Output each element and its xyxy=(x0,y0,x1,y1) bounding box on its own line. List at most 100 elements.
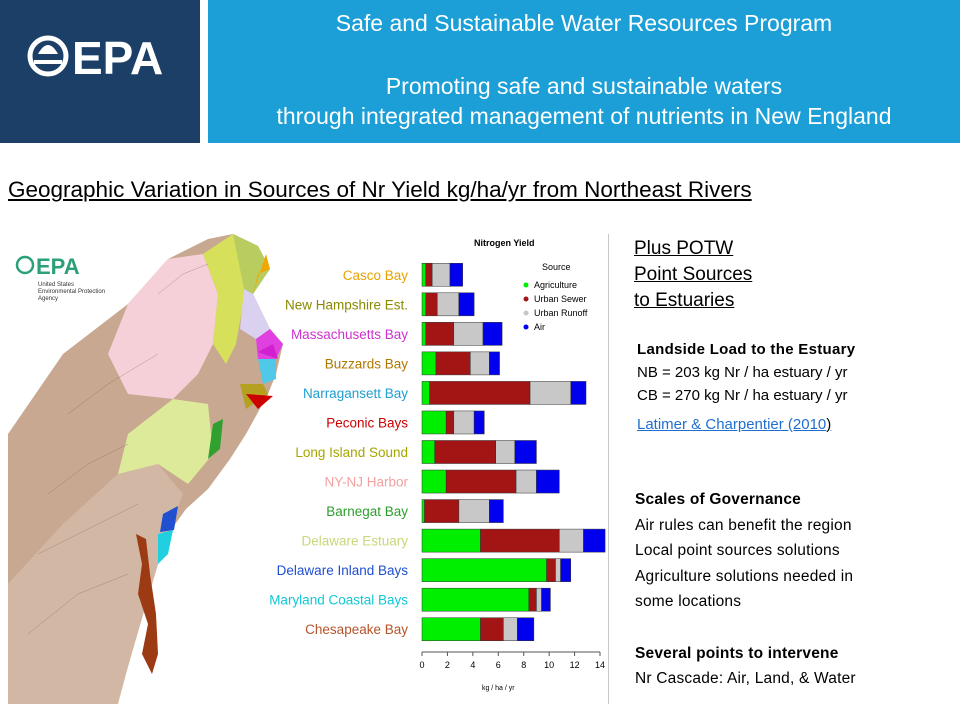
landside-nb: NB = 203 kg Nr / ha estuary / yr xyxy=(637,364,848,381)
bar-segment xyxy=(541,587,551,612)
category-label: Maryland Coastal Bays xyxy=(269,593,408,608)
bar-segment xyxy=(529,381,572,405)
bar-segment xyxy=(449,262,463,287)
bar-segment xyxy=(421,381,430,405)
legend-entry: Agriculture xyxy=(534,280,577,290)
bar-segment xyxy=(453,322,484,346)
bar-segment xyxy=(429,381,531,405)
bar-segment xyxy=(555,558,561,582)
bar-segment xyxy=(515,469,537,494)
cascade-text: Nr Cascade: Air, Land, & Water xyxy=(635,670,856,687)
bar-segment xyxy=(431,262,451,287)
subtitle-line-1: Promoting safe and sustainable waters xyxy=(385,73,783,99)
legend-entry: Urban Runoff xyxy=(534,308,588,318)
bar-segment xyxy=(482,322,503,346)
bar-segment xyxy=(421,558,547,582)
nitrogen-yield-chart: Nitrogen Yield 0 2 4 6 8 10 12 14 kg / ha / yr Sou… xyxy=(414,232,606,702)
citation-link-row: Latimer & Charpentier (2010) xyxy=(637,413,855,436)
bar-segment xyxy=(536,469,560,494)
potw-line-1: Plus POTW xyxy=(634,238,734,259)
category-label: Casco Bay xyxy=(343,268,409,283)
inset-logo-caption-1: United States xyxy=(38,282,74,288)
inset-logo-caption-2: Environmental Protection xyxy=(38,289,105,295)
x-tick-label: 2 xyxy=(445,660,450,670)
epa-logo-panel: EPA xyxy=(0,0,200,143)
x-axis-label: kg / ha / yr xyxy=(482,685,515,692)
bar-segment xyxy=(421,499,425,523)
category-label: New Hampshire Est. xyxy=(285,297,408,312)
bar-segment xyxy=(421,469,447,494)
bar-segment xyxy=(445,410,455,435)
x-tick-label: 0 xyxy=(419,660,424,670)
subtitle-line-2: through integrated management of nutrien… xyxy=(276,103,892,129)
legend-title: Source xyxy=(542,262,571,272)
bar-segment xyxy=(421,351,437,376)
northeast-rivers-map: EPA United States Environmental Protecti… xyxy=(8,234,413,704)
landside-heading: Landside Load to the Estuary xyxy=(637,341,856,358)
bar-segment xyxy=(503,617,518,642)
potw-note: Plus POTW Point Sources to Estuaries xyxy=(634,236,752,314)
governance-heading: Scales of Governance xyxy=(635,491,801,508)
bar-segment xyxy=(489,351,500,376)
intervene-heading: Several points to intervene xyxy=(635,644,839,662)
category-label: Long Island Sound xyxy=(295,445,408,460)
bar-segment xyxy=(480,617,504,642)
x-tick-label: 8 xyxy=(521,660,526,670)
bar-segment xyxy=(421,440,435,464)
legend-marker xyxy=(523,296,529,302)
landside-cb: CB = 270 kg Nr / ha estuary / yr xyxy=(637,387,848,404)
category-label: Delaware Inland Bays xyxy=(277,563,409,578)
bar-segment xyxy=(434,440,496,464)
bar-segment xyxy=(425,292,438,317)
bar-segment xyxy=(570,381,587,405)
bar-segment xyxy=(445,469,517,494)
bar-segment xyxy=(528,587,537,612)
legend-marker xyxy=(523,282,529,288)
bar-segment xyxy=(560,558,572,582)
bar-segment xyxy=(421,262,427,287)
bar-segment xyxy=(425,322,455,346)
epa-logo-icon: EPA xyxy=(27,32,163,84)
inset-logo-text: EPA xyxy=(36,254,80,279)
x-tick-label: 10 xyxy=(544,660,554,670)
legend-marker xyxy=(523,324,529,330)
bar-segment xyxy=(546,558,556,582)
bar-segment xyxy=(458,499,490,523)
bar-segment xyxy=(435,351,471,376)
potw-line-3: to Estuaries xyxy=(634,290,735,311)
bar-segment xyxy=(421,587,530,612)
bar-segment xyxy=(473,410,485,435)
program-title: Safe and Sustainable Water Resources Pro… xyxy=(335,10,833,36)
bar-segment xyxy=(421,528,481,553)
category-label: Delaware Estuary xyxy=(301,534,408,549)
governance-item: Agriculture solutions needed in xyxy=(635,567,854,585)
citation-close: ) xyxy=(826,416,832,433)
bar-segment xyxy=(458,292,475,317)
bar-segment xyxy=(514,440,537,464)
citation-link[interactable]: Latimer & Charpentier (2010 xyxy=(637,416,827,433)
slide-heading: Geographic Variation in Sources of Nr Yi… xyxy=(8,177,752,202)
chart-title: Nitrogen Yield xyxy=(474,238,535,248)
bar-segment xyxy=(470,351,490,376)
bar-segment xyxy=(559,528,584,553)
bar-segment xyxy=(517,617,535,642)
category-label: Buzzards Bay xyxy=(325,356,409,371)
x-tick-label: 4 xyxy=(470,660,475,670)
potw-line-2: Point Sources xyxy=(634,264,753,285)
bar-segment xyxy=(425,262,433,287)
governance-block: Scales of Governance Air rules can benef… xyxy=(635,487,955,692)
bar-segment xyxy=(495,440,516,464)
x-tick-label: 12 xyxy=(570,660,580,670)
header-separator xyxy=(200,0,208,143)
x-tick-label: 14 xyxy=(595,660,605,670)
bar-segment xyxy=(421,322,427,346)
panel-divider xyxy=(608,234,609,704)
bar-segment xyxy=(536,587,542,612)
bar-segment xyxy=(489,499,504,523)
category-label: Barnegat Bay xyxy=(326,504,408,519)
category-label: Massachusetts Bay xyxy=(291,327,408,342)
bar-segment xyxy=(583,528,606,553)
bar-segment xyxy=(421,292,427,317)
legend-entry: Urban Sewer xyxy=(534,294,587,304)
category-label: Narragansett Bay xyxy=(303,386,408,401)
